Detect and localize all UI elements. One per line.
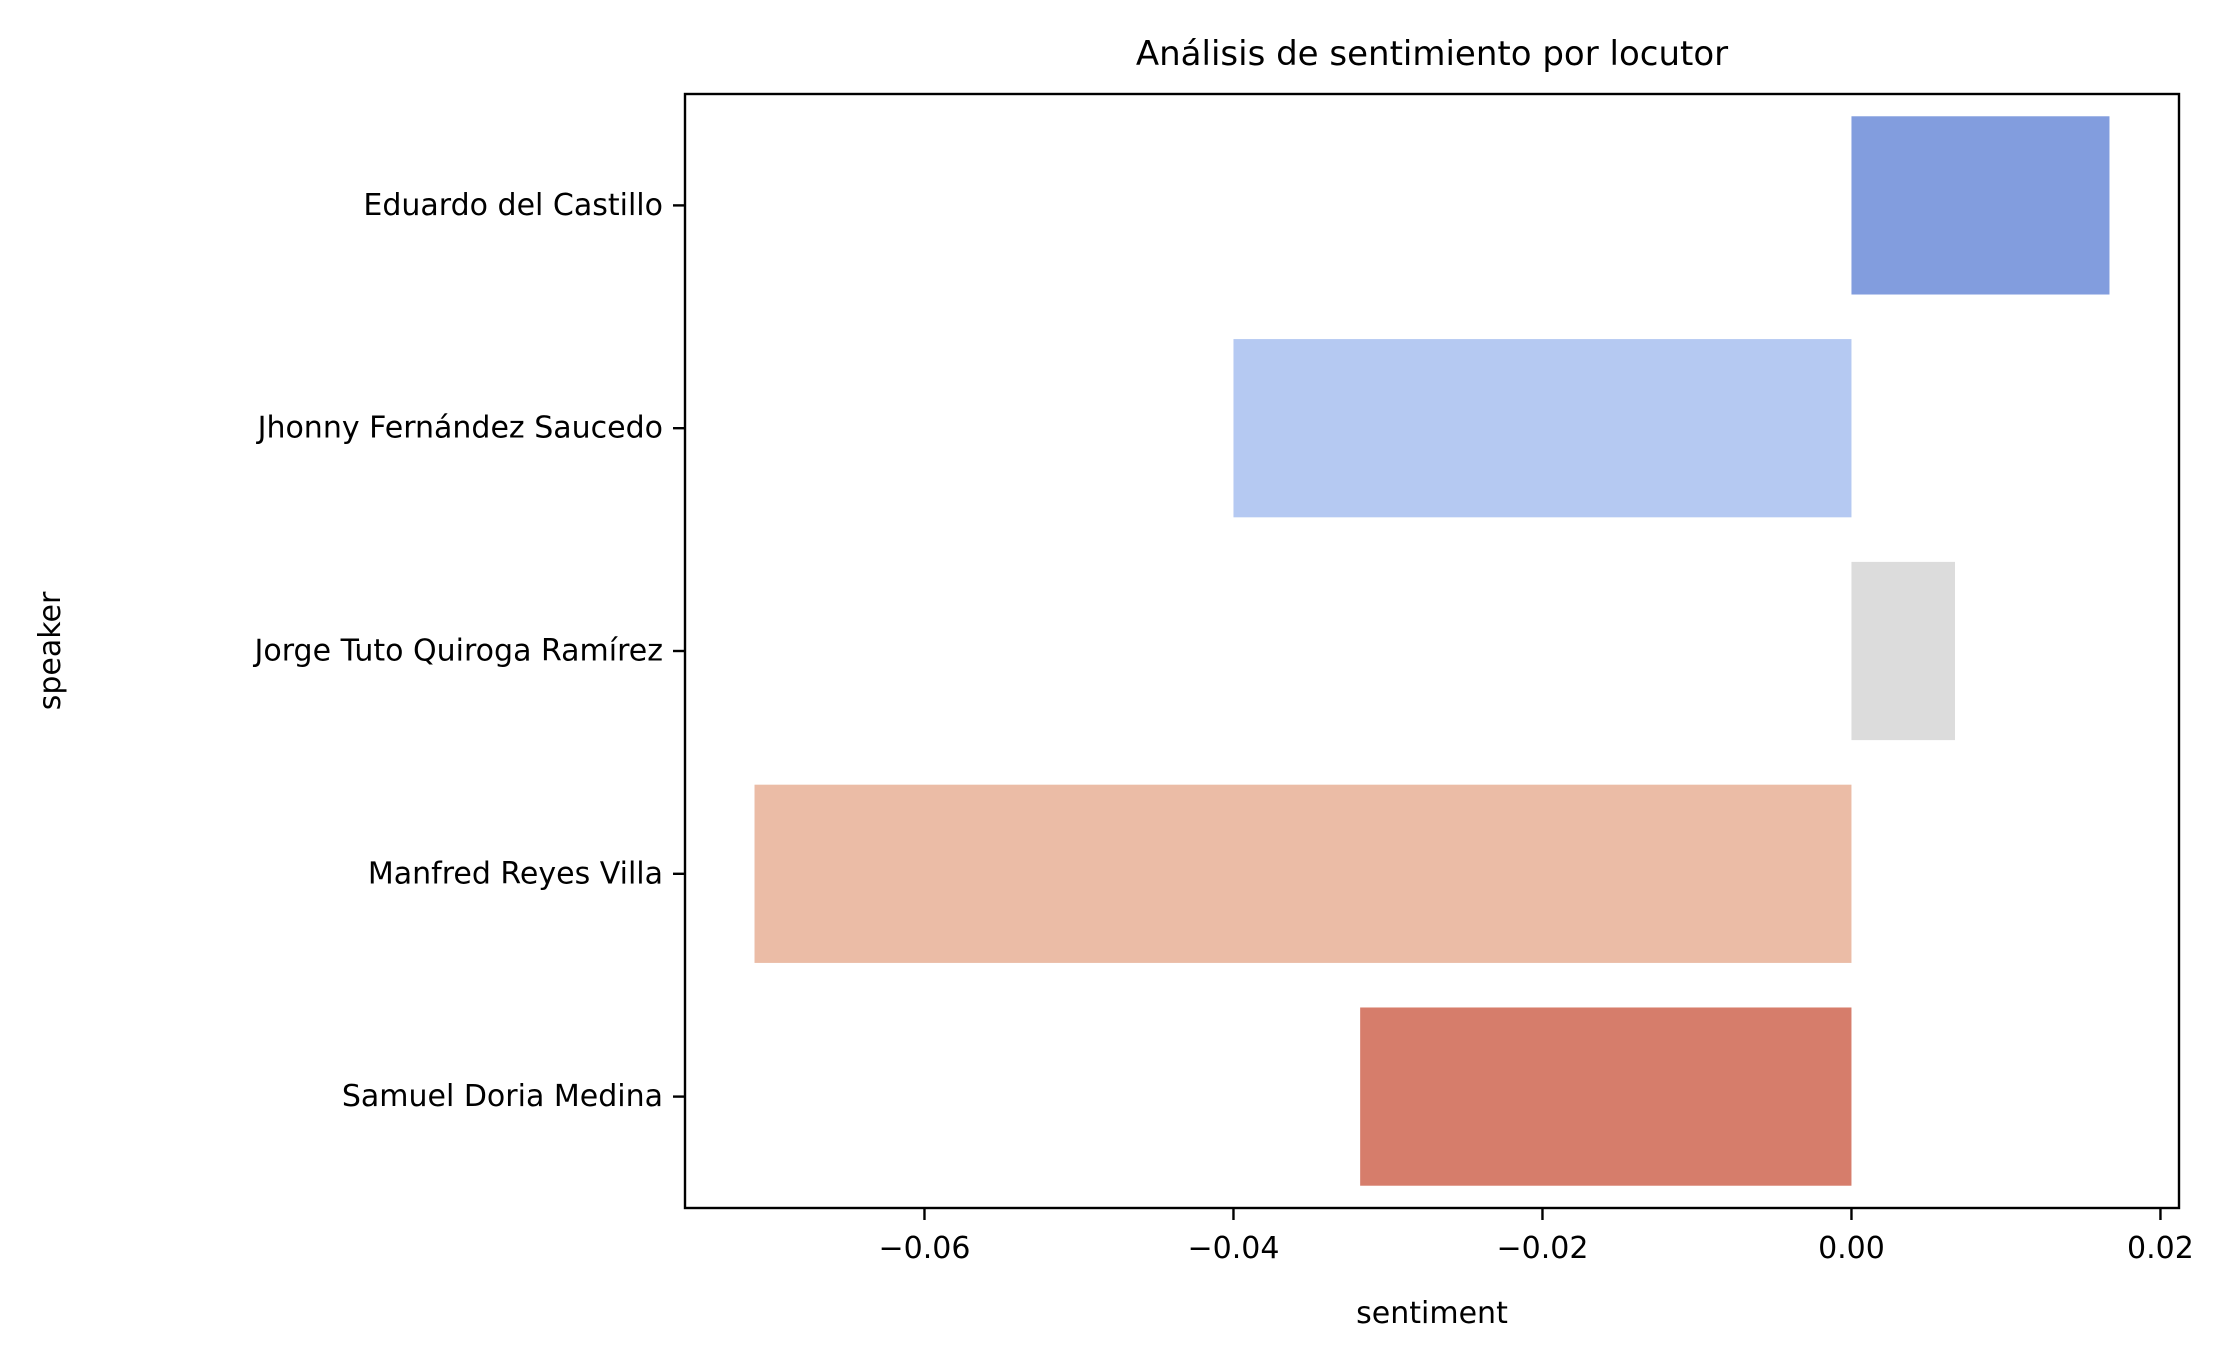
- y-tick-label-3: Manfred Reyes Villa: [368, 856, 663, 891]
- y-tick-label-4: Samuel Doria Medina: [342, 1079, 663, 1114]
- bar-0: [1851, 116, 2110, 295]
- x-tick-label-4: 0.02: [2127, 1231, 2194, 1266]
- bar-4: [1360, 1007, 1852, 1186]
- y-tick-label-0: Eduardo del Castillo: [363, 188, 663, 223]
- bar-1: [1233, 339, 1852, 518]
- x-axis-label: sentiment: [1356, 1296, 1508, 1331]
- y-tick-label-1: Jhonny Fernández Saucedo: [256, 411, 663, 446]
- x-tick-label-0: −0.06: [879, 1231, 971, 1266]
- chart-title: Análisis de sentimiento por locutor: [1136, 34, 1728, 74]
- x-tick-label-1: −0.04: [1188, 1231, 1280, 1266]
- y-axis-label: speaker: [33, 591, 68, 710]
- x-tick-label-2: −0.02: [1496, 1231, 1588, 1266]
- y-axis-ticks: Eduardo del Castillo Jhonny Fernández Sau…: [253, 188, 685, 1114]
- y-tick-label-2: Jorge Tuto Quiroga Ramírez: [253, 634, 663, 669]
- bar-3: [754, 784, 1852, 963]
- x-axis-ticks: −0.06 −0.04 −0.02 0.00 0.02: [879, 1208, 2194, 1266]
- bars-group: [754, 116, 2110, 1186]
- bar-2: [1851, 561, 1955, 741]
- x-tick-label-3: 0.00: [1818, 1231, 1885, 1266]
